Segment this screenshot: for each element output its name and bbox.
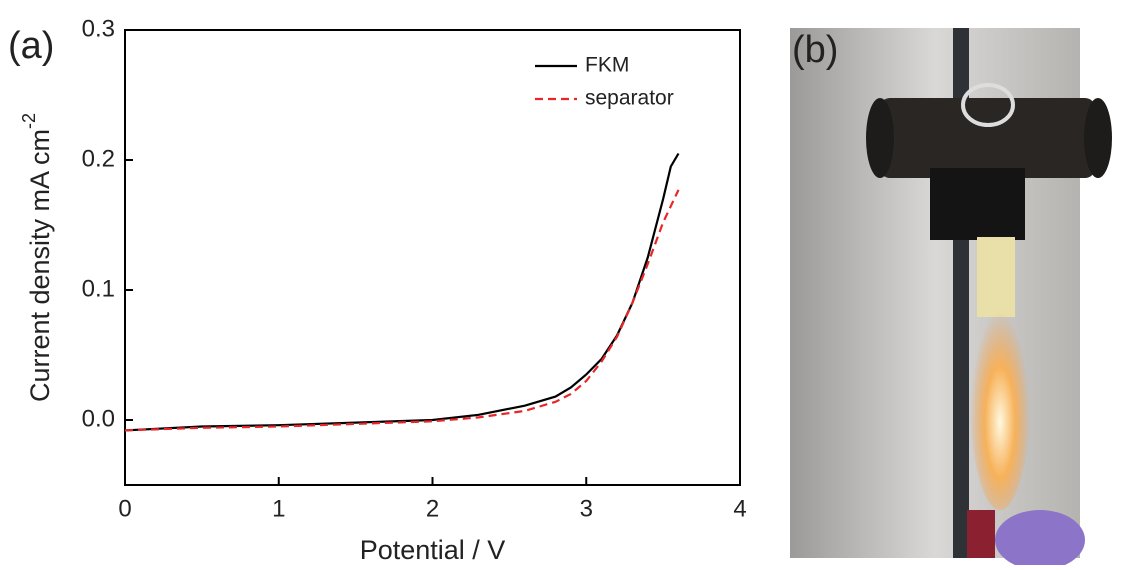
photo: (b) <box>790 28 1112 570</box>
x-tick-label: 4 <box>733 495 746 522</box>
x-axis-label: Potential / V <box>360 535 506 565</box>
y-tick-label: 0.2 <box>82 145 115 172</box>
legend-label: separator <box>585 87 674 110</box>
photo-label: (b) <box>792 29 838 71</box>
series-line <box>124 189 680 432</box>
clamp-knob <box>866 98 894 178</box>
y-axis-label-exponent: -2 <box>19 113 39 129</box>
binder-clip <box>930 168 1025 240</box>
y-tick-label: 0.1 <box>82 275 115 302</box>
panel-label: (a) <box>8 25 54 67</box>
clamp <box>880 98 1095 178</box>
y-axis-label: Current density mA cm-2 <box>19 113 55 402</box>
x-tick-label: 0 <box>118 495 131 522</box>
x-tick-label: 2 <box>426 495 439 522</box>
y-axis-label-text: Current density mA cm <box>25 129 55 402</box>
legend-label: FKM <box>585 54 629 77</box>
clip-handle <box>961 83 1015 127</box>
clamp-knob <box>1084 98 1112 178</box>
lighter <box>967 510 995 558</box>
flame <box>970 290 1030 510</box>
glove <box>995 510 1085 570</box>
y-tick-label: 0.0 <box>82 405 115 432</box>
series-line <box>124 152 680 432</box>
x-tick-label: 1 <box>272 495 285 522</box>
y-tick-label: 0.3 <box>82 15 115 42</box>
x-tick-label: 3 <box>580 495 593 522</box>
